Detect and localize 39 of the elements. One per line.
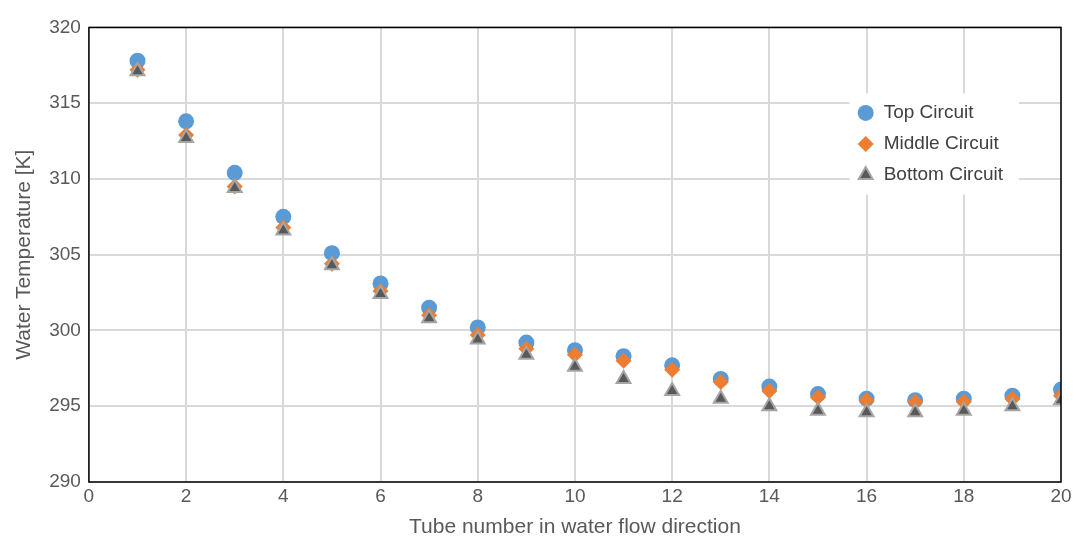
y-tick-label: 295	[49, 394, 81, 416]
point	[810, 401, 826, 416]
y-axis-title: Water Temperature [K]	[11, 149, 35, 360]
point	[712, 389, 729, 404]
x-tick-label: 12	[661, 484, 683, 506]
point	[664, 361, 681, 378]
point	[858, 403, 875, 418]
point	[1004, 397, 1021, 412]
point	[178, 113, 195, 130]
x-tick-label: 14	[758, 484, 781, 506]
point	[955, 401, 972, 416]
point	[664, 382, 681, 397]
y-tick-label: 315	[49, 91, 81, 113]
x-tick-label: 0	[83, 484, 95, 506]
point	[567, 357, 583, 372]
y-tick-label: 290	[49, 470, 81, 492]
point	[761, 397, 778, 412]
y-tick-label: 310	[49, 167, 81, 189]
x-tick-label: 2	[180, 484, 192, 506]
legend-label: Top Circuit	[883, 101, 975, 123]
point	[226, 164, 243, 181]
x-tick-label: 10	[564, 484, 586, 506]
y-tick-label: 320	[49, 15, 81, 37]
legend-label: Middle Circuit	[883, 132, 1000, 154]
point	[615, 352, 632, 369]
legend-label: Bottom Circuit	[883, 163, 1004, 185]
y-tick-label: 305	[49, 242, 81, 264]
x-tick-label: 16	[856, 484, 878, 506]
x-tick-label: 4	[278, 484, 290, 506]
x-axis-title: Tube number in water flow direction	[409, 514, 741, 538]
point	[615, 369, 632, 384]
point	[761, 383, 778, 400]
x-tick-label: 18	[953, 484, 975, 506]
y-tick-label: 300	[49, 318, 81, 340]
point	[907, 403, 924, 418]
x-tick-label: 20	[1050, 484, 1072, 506]
x-tick-label: 6	[375, 484, 386, 506]
point	[518, 345, 535, 360]
x-tick-label: 8	[472, 484, 484, 506]
